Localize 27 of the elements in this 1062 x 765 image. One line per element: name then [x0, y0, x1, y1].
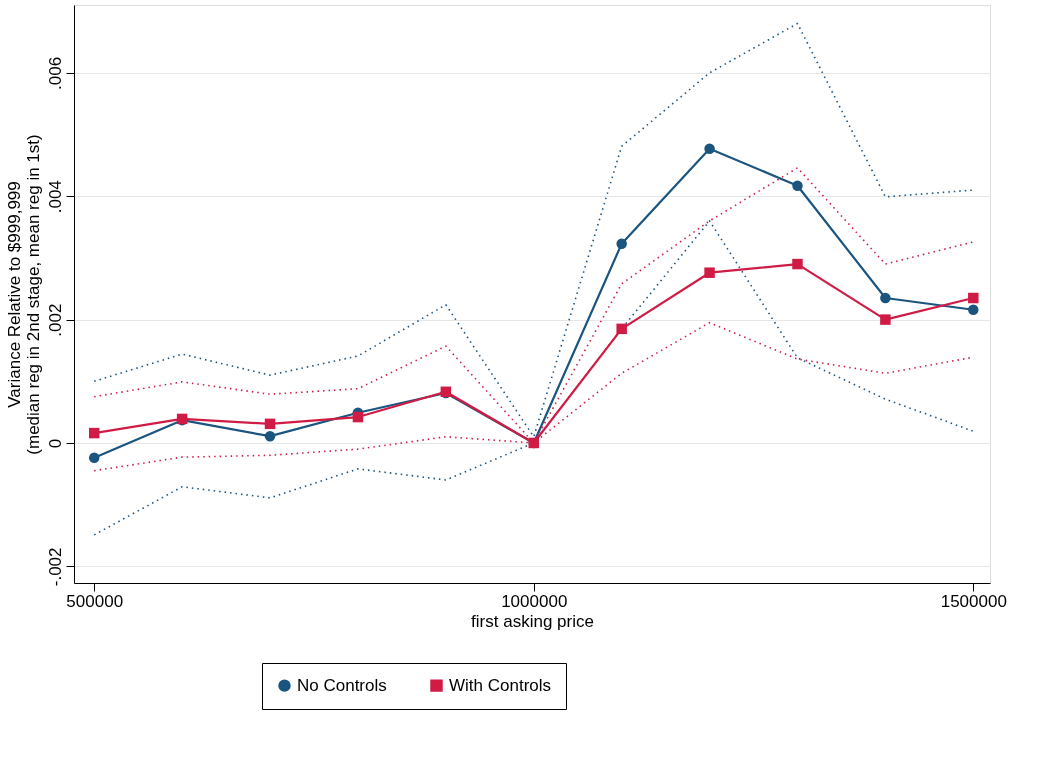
x-axis-title: first asking price — [471, 611, 594, 631]
point — [88, 452, 100, 464]
legend-label: No Controls — [297, 675, 387, 695]
point — [968, 304, 979, 315]
y-tick-label: .006 — [45, 56, 65, 90]
point — [264, 418, 276, 430]
point — [352, 411, 364, 423]
x-tick-label: 500000 — [66, 591, 124, 611]
point — [968, 292, 979, 304]
point — [704, 143, 715, 154]
point — [88, 427, 100, 439]
point — [792, 258, 803, 270]
x-tick-label: 1500000 — [940, 591, 1007, 611]
point — [704, 267, 715, 278]
y-axis-title: Variance Relative to $999,999 (median reg in 2nd stage, mean reg in 1st) — [4, 134, 43, 455]
point — [616, 323, 627, 335]
y-tick-label: 0 — [45, 438, 65, 449]
point — [264, 430, 276, 442]
x-tick-label: 1000000 — [501, 591, 568, 611]
point — [880, 314, 891, 325]
y-tick-label: .004 — [45, 180, 65, 214]
point — [792, 180, 803, 191]
y-tick-label: -.002 — [45, 547, 65, 587]
point — [616, 238, 627, 249]
legend-label: With Controls — [449, 675, 552, 695]
point — [880, 292, 891, 304]
y-tick-label: .002 — [45, 303, 65, 337]
